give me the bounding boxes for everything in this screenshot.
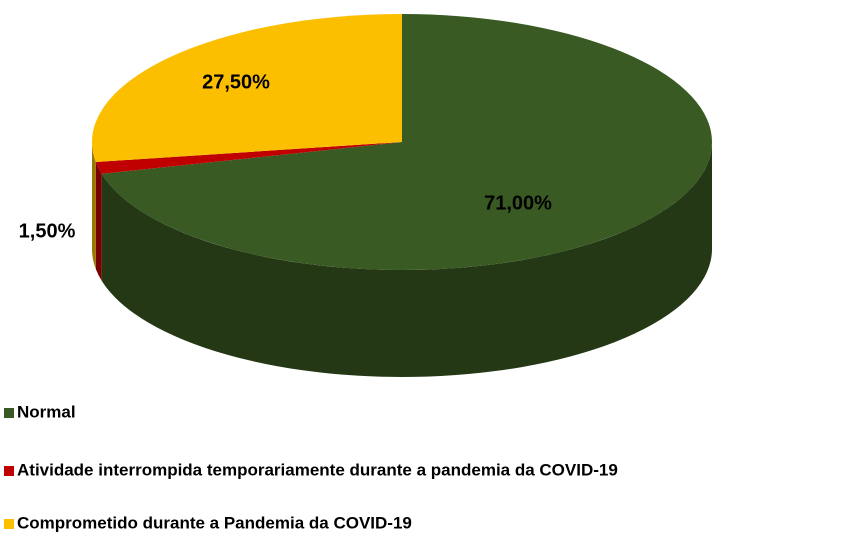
- pie-slice: [91, 14, 402, 163]
- pie-side: [95, 162, 102, 281]
- pie-slice: [101, 14, 713, 270]
- value-label: 27,50%: [202, 71, 270, 93]
- pie-side: [92, 142, 96, 270]
- legend-swatch: [4, 519, 14, 529]
- legend-swatch: [4, 408, 14, 418]
- legend-label: Normal: [17, 402, 76, 421]
- pie-slice: [95, 142, 402, 174]
- pie-side: [101, 142, 713, 377]
- value-label: 1,50%: [19, 220, 76, 242]
- legend-label: Comprometido durante a Pandemia da COVID…: [17, 513, 412, 532]
- legend-label: Atividade interrompida temporariamente d…: [17, 460, 618, 479]
- value-label: 71,00%: [484, 192, 552, 214]
- legend-swatch: [4, 466, 14, 476]
